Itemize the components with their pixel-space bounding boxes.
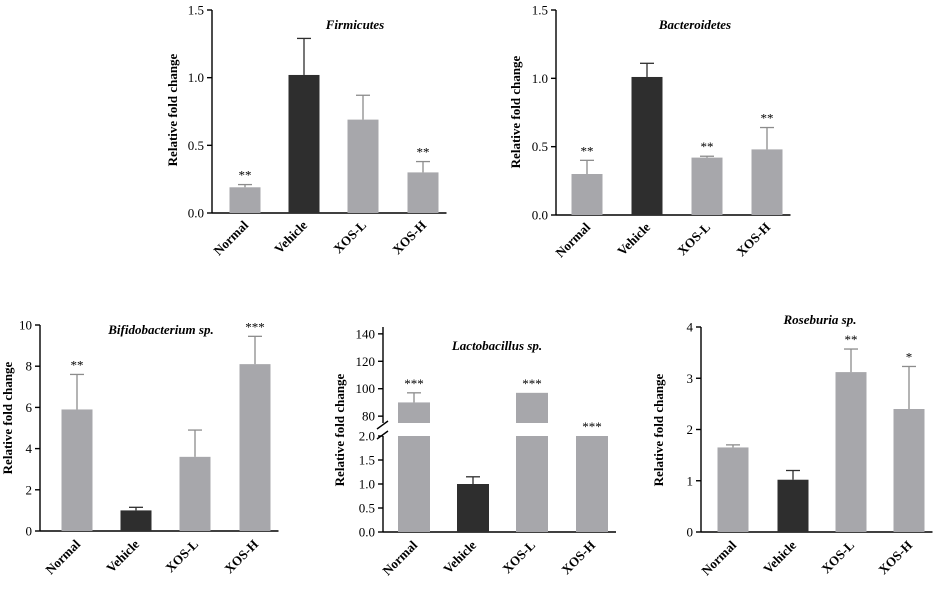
chart-title: Lactobacillus sp. (451, 338, 542, 353)
y-tick-label: 80 (362, 409, 375, 424)
y-tick-label: 120 (356, 354, 376, 369)
y-tick-label: 0.5 (532, 139, 548, 154)
x-tick-label: XOS-H (221, 537, 261, 577)
y-tick-label: 1.0 (532, 71, 548, 86)
bar-vehicle (631, 76, 663, 215)
x-tick-label: XOS-H (875, 538, 915, 578)
y-tick-label: 0.5 (188, 138, 204, 153)
y-tick-label: 0.0 (359, 525, 375, 540)
x-tick-label: Vehicle (760, 537, 799, 576)
bar-xos-l (835, 372, 867, 532)
y-tick-label: 0 (687, 525, 694, 540)
x-tick-label: XOS-L (499, 537, 538, 576)
y-tick-label: 1.0 (188, 70, 204, 85)
y-axis-label: Relative fold change (651, 373, 666, 486)
x-tick-label: Normal (210, 217, 251, 258)
significance-marker: * (906, 349, 913, 364)
x-tick-label: Vehicle (103, 536, 142, 575)
bar-vehicle (120, 510, 152, 531)
bar-normal (571, 174, 603, 215)
significance-marker: *** (522, 376, 542, 391)
significance-marker: *** (404, 376, 424, 391)
y-tick-label: 0 (26, 524, 33, 539)
chart-panel-5: Roseburia sp. Relative fold change 0 1 2 3 4 No… (651, 312, 933, 578)
bar-normal (61, 409, 93, 531)
x-tick-label: Normal (379, 537, 420, 578)
x-tick-label: XOS-H (558, 538, 598, 578)
x-tick-label: Normal (552, 219, 593, 260)
chart-title: Firmicutes (325, 17, 385, 32)
y-tick-label: 0.5 (359, 501, 375, 516)
x-tick-label: Normal (42, 536, 83, 577)
significance-marker: ** (761, 111, 774, 126)
bar-xos-l-upper (516, 392, 548, 423)
bar-normal (229, 187, 261, 213)
y-tick-label: 10 (19, 318, 32, 333)
y-tick-label: 140 (356, 326, 376, 341)
x-tick-label: XOS-L (330, 217, 369, 256)
x-tick-label: Vehicle (614, 219, 653, 258)
y-tick-label: 6 (26, 400, 33, 415)
significance-marker: *** (245, 319, 265, 334)
y-tick-label: 8 (26, 359, 33, 374)
x-tick-label: XOS-L (162, 536, 201, 575)
bar-xos-h (239, 364, 271, 531)
y-tick-label: 0.0 (188, 206, 204, 221)
y-tick-label: 4 (687, 320, 694, 335)
x-tick-label: Vehicle (440, 537, 479, 576)
x-tick-label: XOS-L (674, 219, 713, 258)
bar-xos-l (691, 157, 723, 215)
y-tick-label: 1 (687, 473, 694, 488)
y-tick-label: 1.5 (188, 3, 204, 18)
chart-panel-3: Bifidobacterium sp. Relative fold change 0… (0, 318, 279, 577)
x-tick-label: XOS-H (733, 220, 773, 260)
significance-marker: ** (417, 145, 430, 160)
significance-marker: ** (701, 139, 714, 154)
significance-marker: *** (582, 419, 602, 434)
chart-title: Bifidobacterium sp. (107, 322, 213, 337)
significance-marker: ** (845, 332, 858, 347)
y-axis-label: Relative fold change (508, 55, 523, 168)
significance-marker: ** (581, 143, 594, 158)
x-tick-label: Vehicle (271, 217, 310, 256)
y-tick-label: 4 (26, 441, 33, 456)
bar-xos-l (516, 436, 548, 532)
bar-vehicle (457, 484, 489, 532)
x-tick-label: XOS-H (389, 218, 429, 258)
y-tick-label: 1.5 (359, 453, 375, 468)
y-axis-label: Relative fold change (332, 373, 347, 486)
chart-title: Bacteroidetes (658, 17, 731, 32)
y-tick-label: 100 (356, 381, 376, 396)
bar-xos-h (576, 436, 608, 532)
y-axis-label: Relative fold change (165, 53, 180, 166)
axis-break-mark (376, 420, 389, 440)
y-tick-label: 3 (687, 371, 694, 386)
y-tick-label: 2 (26, 482, 33, 497)
bar-xos-h (751, 149, 783, 215)
chart-panel-4: Lactobacillus sp. Relative fold change 0.0… (332, 326, 616, 578)
chart-panel-1: Firmicutes Relative fold change 0.0 0.5 1.0 1… (165, 3, 447, 258)
bar-vehicle (288, 74, 320, 214)
bar-xos-h (893, 409, 925, 532)
y-axis-label: Relative fold change (0, 361, 15, 474)
bar-xos-h (407, 172, 439, 213)
x-tick-label: XOS-L (818, 537, 857, 576)
y-tick-label: 1.0 (359, 477, 375, 492)
bar-normal (717, 447, 749, 532)
bar-xos-l (347, 119, 379, 213)
y-tick-label: 2 (687, 422, 694, 437)
significance-marker: ** (239, 168, 252, 183)
y-tick-label: 2.0 (359, 429, 375, 444)
chart-panel-2: Bacteroidetes Relative fold change 0.0 0.5 1… (508, 3, 791, 260)
y-tick-label: 1.5 (532, 3, 548, 18)
bar-normal-upper (398, 402, 430, 423)
y-tick-label: 0.0 (532, 208, 548, 223)
bar-xos-l (179, 456, 211, 531)
bar-normal (398, 436, 430, 532)
bar-vehicle (777, 479, 809, 532)
x-tick-label: Normal (698, 537, 739, 578)
chart-title: Roseburia sp. (783, 312, 857, 327)
significance-marker: ** (71, 357, 84, 372)
